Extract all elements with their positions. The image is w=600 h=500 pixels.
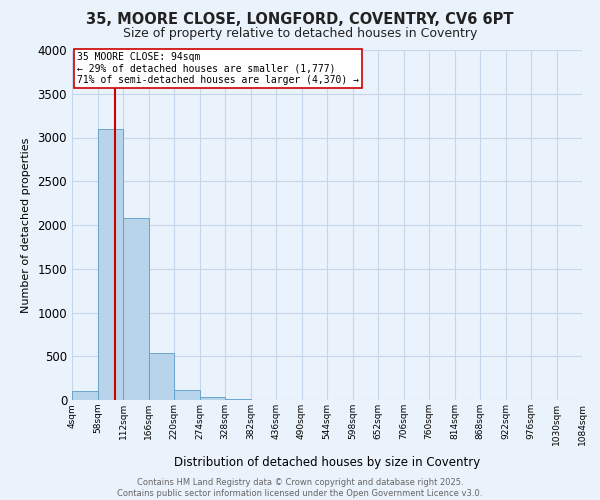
X-axis label: Distribution of detached houses by size in Coventry: Distribution of detached houses by size … — [174, 456, 480, 469]
Text: 35, MOORE CLOSE, LONGFORD, COVENTRY, CV6 6PT: 35, MOORE CLOSE, LONGFORD, COVENTRY, CV6… — [86, 12, 514, 28]
Bar — [149, 353, 174, 400]
Text: Contains HM Land Registry data © Crown copyright and database right 2025.
Contai: Contains HM Land Registry data © Crown c… — [118, 478, 482, 498]
Bar — [174, 390, 199, 400]
Y-axis label: Number of detached properties: Number of detached properties — [20, 138, 31, 312]
Bar — [225, 399, 251, 400]
Text: 35 MOORE CLOSE: 94sqm
← 29% of detached houses are smaller (1,777)
71% of semi-d: 35 MOORE CLOSE: 94sqm ← 29% of detached … — [77, 52, 359, 85]
Bar — [200, 398, 225, 400]
Bar — [123, 218, 149, 400]
Bar — [97, 128, 123, 400]
Text: Size of property relative to detached houses in Coventry: Size of property relative to detached ho… — [123, 28, 477, 40]
Bar — [72, 391, 97, 400]
